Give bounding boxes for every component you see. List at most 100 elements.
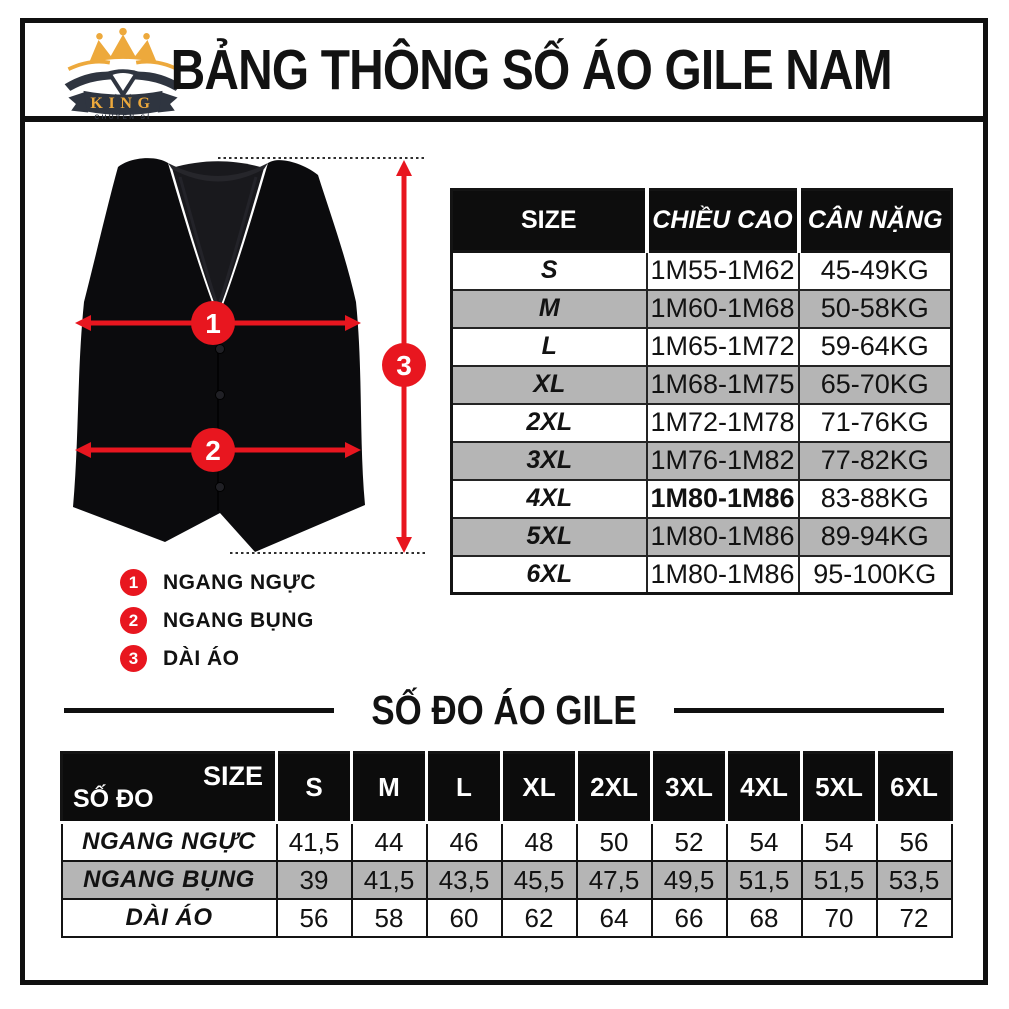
value-cell: 66 bbox=[650, 897, 728, 938]
value-cell: 70 bbox=[800, 897, 878, 938]
header: KING CHUYÊN SỈ BẢNG THÔNG SỐ ÁO GILE NAM bbox=[25, 23, 983, 122]
legend-item-chest: 1 NGANG NGỰC bbox=[120, 569, 316, 596]
table-row: L 1M65-1M72 59-64KG bbox=[450, 326, 953, 367]
table-row: 2XL 1M72-1M78 71-76KG bbox=[450, 402, 953, 443]
size-col-header: 2XL bbox=[575, 751, 653, 824]
waist-measure-arrow: 2 bbox=[75, 428, 361, 472]
value-cell: 64 bbox=[575, 897, 653, 938]
table-row: 4XL 1M80-1M86 83-88KG bbox=[450, 478, 953, 519]
size-col-header: 4XL bbox=[725, 751, 803, 824]
row-label: DÀI ÁO bbox=[60, 897, 278, 938]
vest-measurement-diagram: 1 2 3 bbox=[73, 157, 426, 554]
size-col-header: L bbox=[425, 751, 503, 824]
height-cell: 1M68-1M75 bbox=[645, 364, 800, 405]
value-cell: 46 bbox=[425, 821, 503, 862]
size-col-header: M bbox=[350, 751, 428, 824]
value-cell: 45,5 bbox=[500, 859, 578, 900]
section-title-row: SỐ ĐO ÁO GILE bbox=[25, 687, 983, 734]
size-cell: M bbox=[450, 288, 648, 329]
table-row: NGANG BỤNG 39 41,5 43,5 45,5 47,5 49,5 5… bbox=[60, 859, 953, 900]
crown-icon bbox=[67, 27, 179, 71]
title-rule-right bbox=[674, 708, 945, 713]
table-row: XL 1M68-1M75 65-70KG bbox=[450, 364, 953, 405]
size-col-header: 6XL bbox=[875, 751, 953, 824]
value-cell: 39 bbox=[275, 859, 353, 900]
height-cell: 1M80-1M86 bbox=[645, 554, 800, 595]
legend-label: NGANG BỤNG bbox=[163, 608, 314, 632]
value-cell: 44 bbox=[350, 821, 428, 862]
height-cell: 1M65-1M72 bbox=[645, 326, 800, 367]
size-cell: S bbox=[450, 250, 648, 291]
weight-cell: 59-64KG bbox=[797, 326, 953, 367]
legend-item-length: 3 DÀI ÁO bbox=[120, 645, 316, 672]
height-cell: 1M76-1M82 bbox=[645, 440, 800, 481]
row-label: NGANG BỤNG bbox=[60, 859, 278, 900]
table-row: 5XL 1M80-1M86 89-94KG bbox=[450, 516, 953, 557]
value-cell: 62 bbox=[500, 897, 578, 938]
legend-label: DÀI ÁO bbox=[163, 646, 240, 670]
corner-sodo-label: SỐ ĐO bbox=[73, 785, 154, 813]
size-cell: 2XL bbox=[450, 402, 648, 443]
value-cell: 56 bbox=[875, 821, 953, 862]
legend-label: NGANG NGỰC bbox=[163, 570, 317, 594]
weight-cell: 83-88KG bbox=[797, 478, 953, 519]
value-cell: 48 bbox=[500, 821, 578, 862]
brand-logo: KING CHUYÊN SỈ bbox=[64, 27, 182, 121]
size-cell: XL bbox=[450, 364, 648, 405]
size-height-weight-table: SIZE CHIỀU CAO CÂN NẶNG S 1M55-1M62 45-4… bbox=[450, 188, 953, 595]
marker-2: 2 bbox=[205, 435, 221, 466]
value-cell: 60 bbox=[425, 897, 503, 938]
height-cell: 1M60-1M68 bbox=[645, 288, 800, 329]
legend-bullet-1: 1 bbox=[120, 569, 147, 596]
chest-measure-arrow: 1 bbox=[75, 301, 361, 345]
size-col-header: 5XL bbox=[800, 751, 878, 824]
weight-cell: 71-76KG bbox=[797, 402, 953, 443]
logo-tagline: CHUYÊN SỈ bbox=[95, 112, 152, 121]
content: 1 2 3 SIZE bbox=[25, 122, 983, 978]
weight-cell: 89-94KG bbox=[797, 516, 953, 557]
section-title: SỐ ĐO ÁO GILE bbox=[371, 687, 637, 733]
value-cell: 72 bbox=[875, 897, 953, 938]
value-cell: 50 bbox=[575, 821, 653, 862]
value-cell: 68 bbox=[725, 897, 803, 938]
corner-header-cell: SIZE SỐ ĐO bbox=[60, 751, 278, 824]
height-cell: 1M80-1M86 bbox=[645, 478, 800, 519]
size-cell: 6XL bbox=[450, 554, 648, 595]
table-row: NGANG NGỰC 41,5 44 46 48 50 52 54 54 56 bbox=[60, 821, 953, 862]
value-cell: 41,5 bbox=[350, 859, 428, 900]
table-row: DÀI ÁO 56 58 60 62 64 66 68 70 72 bbox=[60, 897, 953, 938]
value-cell: 54 bbox=[725, 821, 803, 862]
size-col-header: 3XL bbox=[650, 751, 728, 824]
length-measure-arrow: 3 bbox=[382, 160, 426, 553]
marker-3: 3 bbox=[396, 350, 412, 381]
table-row: 3XL 1M76-1M82 77-82KG bbox=[450, 440, 953, 481]
legend-item-waist: 2 NGANG BỤNG bbox=[120, 607, 316, 634]
weight-cell: 77-82KG bbox=[797, 440, 953, 481]
vest-illustration bbox=[73, 158, 365, 552]
value-cell: 47,5 bbox=[575, 859, 653, 900]
table-row: 6XL 1M80-1M86 95-100KG bbox=[450, 554, 953, 595]
value-cell: 51,5 bbox=[800, 859, 878, 900]
marker-1: 1 bbox=[205, 308, 221, 339]
col-header-height: CHIỀU CAO bbox=[644, 189, 799, 253]
logo-brand-text: KING bbox=[90, 95, 155, 112]
size-col-header: S bbox=[275, 751, 353, 824]
height-cell: 1M72-1M78 bbox=[645, 402, 800, 443]
value-cell: 51,5 bbox=[725, 859, 803, 900]
banner-ribbon: KING bbox=[68, 90, 178, 115]
corner-size-label: SIZE bbox=[202, 761, 263, 791]
value-cell: 58 bbox=[350, 897, 428, 938]
legend-bullet-3: 3 bbox=[120, 645, 147, 672]
value-cell: 43,5 bbox=[425, 859, 503, 900]
measurements-table: SIZE SỐ ĐO S M L XL 2XL 3XL 4XL 5XL 6XL … bbox=[60, 751, 953, 938]
weight-cell: 50-58KG bbox=[797, 288, 953, 329]
page-title: BẢNG THÔNG SỐ ÁO GILE NAM bbox=[170, 37, 893, 102]
height-cell: 1M80-1M86 bbox=[645, 516, 800, 557]
size-cell: 4XL bbox=[450, 478, 648, 519]
height-cell: 1M55-1M62 bbox=[645, 250, 800, 291]
value-cell: 54 bbox=[800, 821, 878, 862]
measure-legend: 1 NGANG NGỰC 2 NGANG BỤNG 3 DÀI ÁO bbox=[120, 569, 316, 683]
row-label: NGANG NGỰC bbox=[60, 821, 278, 862]
size-cell: 3XL bbox=[450, 440, 648, 481]
value-cell: 56 bbox=[275, 897, 353, 938]
